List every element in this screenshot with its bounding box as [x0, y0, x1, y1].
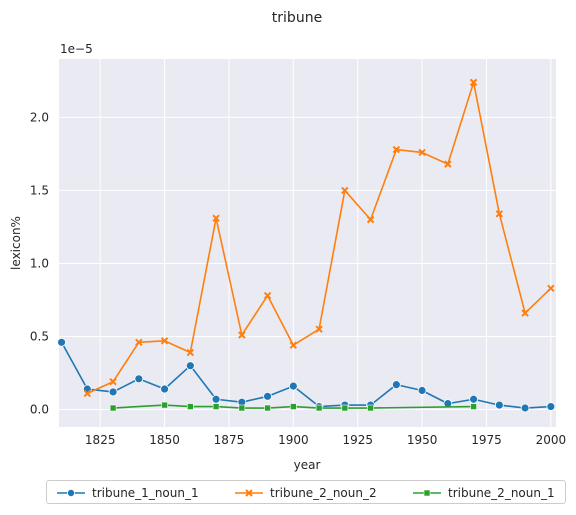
y-tick-label: 0.5 [30, 329, 49, 343]
chart-title: tribune [272, 10, 322, 26]
x-tick-label: 1850 [149, 433, 180, 447]
data-point-tribune-1-noun-1 [520, 403, 530, 413]
data-point-tribune-2-noun-2 [109, 378, 117, 386]
data-point-tribune-1-noun-1 [494, 400, 504, 410]
data-point-tribune-2-noun-2 [263, 291, 272, 300]
data-point-tribune-2-noun-2 [418, 148, 426, 157]
data-point-tribune-2-noun-2 [186, 348, 195, 357]
data-point-tribune-1-noun-1 [417, 386, 427, 395]
x-tick-label: 1975 [471, 433, 502, 447]
data-point-tribune-1-noun-1 [134, 374, 144, 384]
data-point-tribune-2-noun-2 [366, 215, 375, 224]
legend-label: tribune_2_noun_1 [448, 486, 555, 500]
data-point-tribune-2-noun-1 [161, 401, 168, 409]
plot-background [59, 59, 556, 427]
data-point-tribune-1-noun-1 [160, 384, 169, 394]
y-tick-label: 0.0 [30, 402, 49, 416]
tick-labels: 1825 1850 1875 1900 1925 1950 1975 2000 0.0 0.5 1.… [30, 110, 566, 447]
legend-item-tribune-2-noun-1: tribune_2_noun_1 [412, 484, 555, 502]
x-tick-label: 1825 [85, 433, 116, 447]
series-layer [57, 78, 556, 413]
y-scale-label: 1e−5 [60, 42, 93, 56]
data-point-tribune-2-noun-2 [521, 309, 529, 317]
data-point-tribune-2-noun-2 [83, 389, 92, 398]
data-point-tribune-2-noun-1 [315, 404, 323, 412]
data-point-tribune-2-noun-2 [495, 210, 504, 218]
legend-label: tribune_1_noun_1 [92, 486, 199, 500]
data-point-tribune-2-noun-2 [547, 284, 555, 292]
x-tick-label: 1900 [278, 433, 309, 447]
data-point-tribune-1-noun-1 [546, 402, 556, 411]
y-axis-label: lexicon% [9, 216, 23, 270]
legend-label: tribune_2_noun_2 [270, 486, 377, 500]
data-point-tribune-2-noun-1 [109, 404, 117, 412]
data-point-tribune-2-noun-1 [264, 404, 271, 412]
data-point-tribune-2-noun-2 [160, 337, 169, 345]
data-point-tribune-2-noun-2 [469, 78, 478, 87]
data-point-tribune-1-noun-1 [263, 391, 272, 401]
legend-swatch-x-icon [235, 489, 263, 497]
data-point-tribune-2-noun-2 [135, 338, 143, 347]
data-point-tribune-1-noun-1 [469, 394, 478, 404]
data-point-tribune-2-noun-2 [444, 160, 452, 168]
x-axis-label: year [294, 458, 321, 472]
data-point-tribune-2-noun-2 [315, 325, 323, 333]
x-tick-label: 1925 [342, 433, 373, 447]
legend-item-tribune-1-noun-1: tribune_1_noun_1 [56, 484, 199, 502]
data-point-tribune-2-noun-1 [187, 403, 194, 410]
y-tick-label: 1.0 [30, 256, 49, 270]
data-point-tribune-2-noun-2 [341, 186, 349, 195]
data-point-tribune-2-noun-1 [212, 403, 220, 410]
data-point-tribune-2-noun-2 [392, 145, 401, 154]
y-tick-label: 1.5 [30, 183, 49, 197]
data-point-tribune-1-noun-1 [211, 394, 221, 404]
legend-swatch-circle-icon [57, 489, 85, 497]
data-point-tribune-2-noun-1 [367, 404, 374, 412]
data-point-tribune-2-noun-1 [470, 403, 477, 410]
data-point-tribune-2-noun-2 [289, 341, 298, 349]
data-point-tribune-2-noun-2 [212, 214, 220, 222]
data-point-tribune-1-noun-1 [108, 387, 118, 397]
x-tick-label: 2000 [536, 433, 567, 447]
legend: tribune_1_noun_1 tribune_2_noun_2 tribun… [46, 480, 566, 504]
x-tick-label: 1875 [214, 433, 245, 447]
data-point-tribune-1-noun-1 [185, 361, 195, 371]
legend-swatch-square-icon [413, 489, 441, 497]
grid-lines [59, 59, 556, 427]
x-tick-label: 1950 [407, 433, 438, 447]
data-point-tribune-2-noun-1 [238, 404, 246, 412]
data-point-tribune-1-noun-1 [288, 381, 298, 391]
data-point-tribune-2-noun-1 [290, 403, 297, 410]
y-tick-label: 2.0 [30, 110, 49, 124]
legend-item-tribune-2-noun-2: tribune_2_noun_2 [234, 484, 377, 502]
data-point-tribune-1-noun-1 [57, 337, 66, 347]
data-point-tribune-2-noun-2 [238, 331, 246, 339]
data-point-tribune-2-noun-1 [341, 404, 349, 412]
data-point-tribune-1-noun-1 [391, 380, 401, 390]
